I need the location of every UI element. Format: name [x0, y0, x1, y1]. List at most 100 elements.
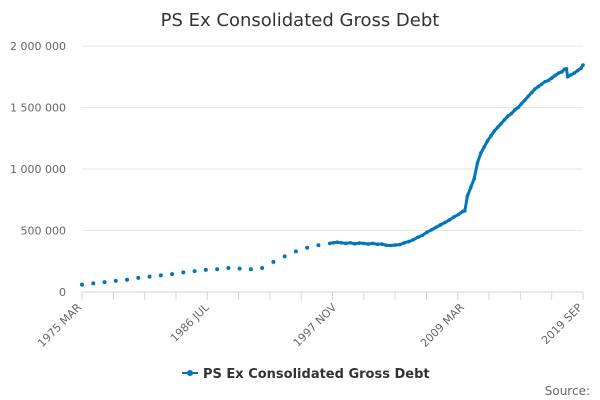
data-point[interactable]	[248, 267, 253, 272]
data-point[interactable]	[438, 223, 443, 227]
data-point[interactable]	[575, 68, 580, 73]
data-point[interactable]	[335, 240, 339, 244]
data-point[interactable]	[136, 275, 141, 280]
data-point[interactable]	[550, 76, 554, 80]
data-point[interactable]	[564, 66, 569, 71]
data-point[interactable]	[475, 161, 480, 165]
data-point[interactable]	[434, 225, 438, 230]
data-point[interactable]	[158, 273, 163, 278]
data-point[interactable]	[282, 254, 287, 259]
data-point[interactable]	[416, 235, 420, 240]
data-point[interactable]	[529, 90, 534, 95]
data-point[interactable]	[495, 125, 500, 129]
data-point[interactable]	[462, 209, 467, 213]
data-point[interactable]	[361, 241, 366, 246]
data-point[interactable]	[539, 82, 544, 86]
data-point[interactable]	[327, 241, 332, 246]
data-point[interactable]	[331, 241, 336, 245]
data-point[interactable]	[113, 278, 118, 283]
data-point[interactable]	[398, 242, 402, 247]
data-point[interactable]	[485, 138, 490, 143]
data-point[interactable]	[237, 266, 242, 271]
data-point[interactable]	[502, 118, 507, 122]
data-point[interactable]	[456, 212, 461, 217]
data-point[interactable]	[581, 63, 585, 67]
data-point[interactable]	[512, 108, 517, 112]
data-point[interactable]	[492, 129, 497, 133]
data-point[interactable]	[560, 70, 564, 74]
data-point[interactable]	[147, 274, 152, 279]
y-tick-label: 500 000	[21, 225, 67, 238]
data-point[interactable]	[91, 281, 96, 286]
data-point[interactable]	[579, 66, 583, 70]
data-point[interactable]	[411, 237, 416, 242]
data-point[interactable]	[452, 215, 456, 219]
y-axis-tick-labels: 0 500 000 1 000 000 1 500 000 2 000 000	[10, 40, 66, 299]
data-point[interactable]	[357, 241, 362, 245]
data-point[interactable]	[192, 269, 197, 274]
data-point[interactable]	[339, 241, 344, 245]
data-point[interactable]	[468, 185, 473, 190]
data-point[interactable]	[305, 245, 310, 250]
data-point[interactable]	[371, 241, 375, 246]
x-axis: 1975 MAR 1986 JUL 1997 NOV 2009 MAR 2019 SEP	[35, 291, 585, 350]
data-point[interactable]	[506, 114, 510, 118]
data-point[interactable]	[472, 177, 476, 181]
data-point[interactable]	[425, 230, 429, 235]
data-point[interactable]	[375, 242, 380, 247]
data-point[interactable]	[482, 145, 487, 149]
data-point[interactable]	[343, 241, 348, 246]
data-point[interactable]	[519, 102, 524, 106]
data-point[interactable]	[509, 111, 514, 116]
data-point[interactable]	[443, 220, 447, 225]
data-point[interactable]	[389, 243, 393, 248]
data-point[interactable]	[572, 71, 577, 75]
y-tick-label: 1 500 000	[10, 102, 66, 115]
data-point[interactable]	[271, 259, 276, 264]
chart-title: PS Ex Consolidated Gross Debt	[161, 10, 440, 31]
data-point[interactable]	[536, 84, 541, 89]
data-point[interactable]	[479, 151, 483, 155]
data-point[interactable]	[316, 243, 321, 248]
data-point[interactable]	[393, 243, 398, 247]
data-point[interactable]	[533, 87, 537, 91]
data-point[interactable]	[553, 73, 557, 78]
data-point[interactable]	[102, 280, 107, 285]
x-tick-label: 1997 NOV	[291, 301, 340, 350]
data-point[interactable]	[407, 239, 411, 244]
data-point[interactable]	[226, 266, 231, 271]
data-point[interactable]	[569, 73, 573, 77]
data-point[interactable]	[260, 266, 265, 271]
data-point[interactable]	[380, 242, 384, 246]
data-point[interactable]	[366, 242, 371, 246]
grid-lines	[82, 45, 583, 231]
data-point[interactable]	[348, 241, 353, 245]
data-point[interactable]	[522, 98, 527, 102]
data-point[interactable]	[546, 78, 551, 83]
data-point[interactable]	[447, 218, 452, 222]
data-point[interactable]	[181, 270, 186, 275]
data-point[interactable]	[402, 241, 407, 245]
data-point[interactable]	[526, 94, 530, 99]
data-point[interactable]	[565, 74, 570, 79]
data-point[interactable]	[499, 121, 503, 126]
data-point[interactable]	[170, 272, 175, 277]
data-point[interactable]	[543, 79, 547, 84]
data-point[interactable]	[293, 249, 298, 254]
data-point[interactable]	[489, 133, 493, 138]
data-point[interactable]	[125, 277, 130, 282]
data-point[interactable]	[556, 71, 561, 75]
data-point[interactable]	[203, 267, 208, 272]
data-point[interactable]	[516, 105, 520, 110]
data-point[interactable]	[80, 282, 84, 287]
series-group	[80, 63, 585, 287]
legend-marker	[187, 370, 193, 376]
data-point[interactable]	[420, 233, 425, 238]
data-point[interactable]	[465, 194, 470, 198]
data-point[interactable]	[429, 228, 434, 232]
data-point[interactable]	[352, 241, 357, 246]
data-point[interactable]	[215, 267, 220, 272]
data-point[interactable]	[384, 243, 389, 248]
legend[interactable]: PS Ex Consolidated Gross Debt	[182, 367, 430, 382]
